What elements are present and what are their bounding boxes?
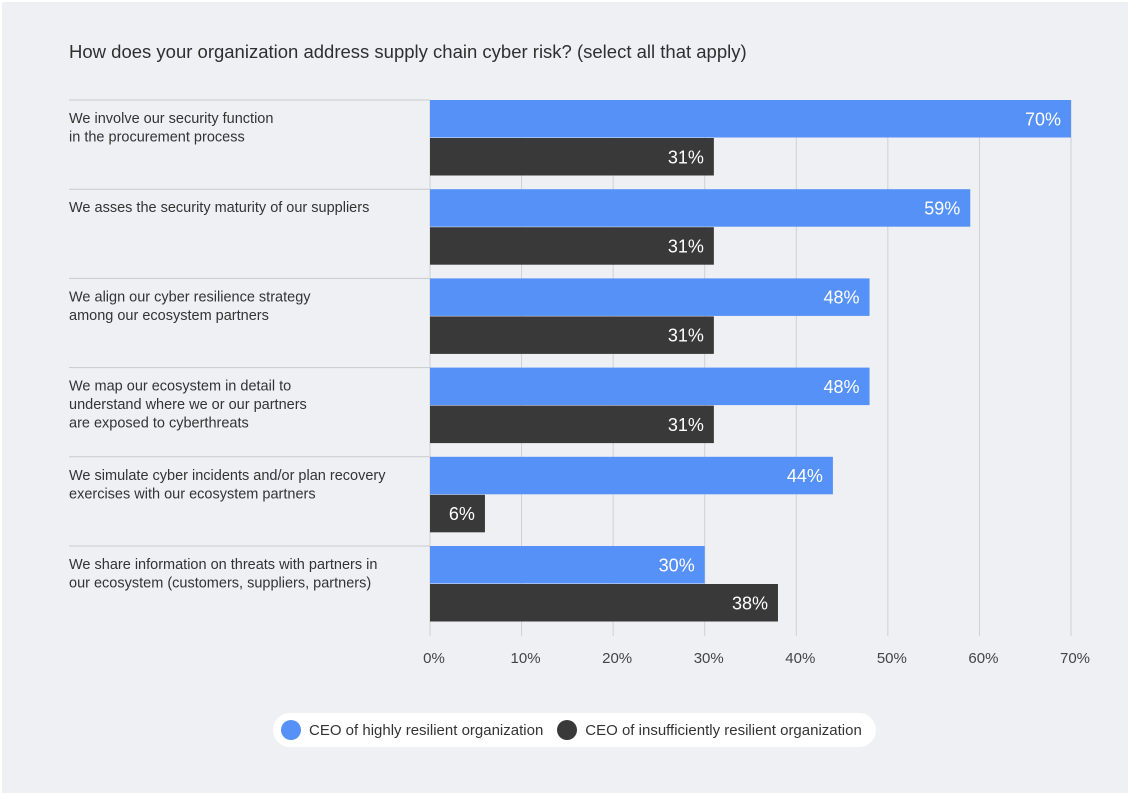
- category-label: We involve our security function in the p…: [69, 111, 273, 146]
- x-tick-label: 70%: [1060, 650, 1090, 667]
- data-label-insufficiently-resilient: 38%: [732, 593, 768, 613]
- legend-swatch-insufficiently-resilient: [557, 720, 578, 740]
- bar-highly-resilient: [430, 456, 833, 495]
- data-label-highly-resilient: 48%: [824, 288, 860, 308]
- category-label-line: understand where we or our partners: [69, 397, 307, 413]
- data-label-insufficiently-resilient: 31%: [668, 326, 704, 346]
- data-label-highly-resilient: 44%: [787, 466, 823, 486]
- x-tick-label: 10%: [511, 650, 541, 667]
- category-label-line: We involve our security function: [69, 111, 273, 127]
- category-label-line: among our ecosystem partners: [69, 308, 269, 324]
- data-label-highly-resilient: 70%: [1025, 109, 1061, 129]
- x-tick-label: 0%: [423, 650, 445, 667]
- legend-item-highly-resilient: CEO of highly resilient organization: [281, 720, 543, 740]
- chart-title: How does your organization address suppl…: [69, 41, 747, 62]
- data-label-highly-resilient: 59%: [924, 198, 960, 218]
- data-label-insufficiently-resilient: 31%: [668, 415, 704, 435]
- data-label-insufficiently-resilient: 6%: [449, 504, 475, 524]
- category-label-line: in the procurement process: [69, 130, 245, 146]
- bar-highly-resilient: [430, 100, 1071, 138]
- bar-highly-resilient: [430, 278, 870, 316]
- category-label: We align our cyber resilience strategy am…: [69, 289, 311, 324]
- category-label: We simulate cyber incidents and/or plan …: [69, 468, 386, 503]
- legend-label-insufficiently-resilient: CEO of insufficiently resilient organiza…: [585, 721, 862, 739]
- data-label-insufficiently-resilient: 31%: [668, 147, 704, 167]
- x-tick-label: 20%: [602, 650, 632, 667]
- x-tick-label: 50%: [877, 650, 907, 667]
- bar-chart: 0% 10% 20% 30% 40% 50% 60% 70% We involve our se…: [69, 99, 1090, 667]
- x-tick-label: 60%: [968, 650, 998, 667]
- category-label: We asses the security maturity of our su…: [69, 200, 369, 216]
- legend-swatch-highly-resilient: [281, 720, 301, 740]
- bar-insufficiently-resilient: [430, 494, 485, 533]
- category-label-line: are exposed to cyberthreats: [69, 416, 249, 432]
- category-label-line: We asses the security maturity of our su…: [69, 200, 369, 216]
- bar-insufficiently-resilient: [430, 227, 714, 265]
- data-label-highly-resilient: 48%: [824, 377, 860, 397]
- category-label-line: our ecosystem (customers, suppliers, par…: [69, 576, 371, 592]
- category-label-line: We share information on threats with par…: [69, 557, 377, 573]
- legend-label-highly-resilient: CEO of highly resilient organization: [309, 721, 544, 739]
- bar-highly-resilient: [430, 189, 971, 227]
- category-label-line: We align our cyber resilience strategy: [69, 289, 311, 305]
- category-label-line: We simulate cyber incidents and/or plan …: [69, 468, 386, 484]
- x-tick-label: 30%: [694, 650, 724, 667]
- category-label-line: We map our ecosystem in detail to: [69, 379, 291, 395]
- bar-insufficiently-resilient: [430, 584, 778, 622]
- category-label: We map our ecosystem in detail to underst…: [69, 379, 307, 432]
- bar-highly-resilient: [430, 546, 705, 584]
- bar-insufficiently-resilient: [430, 138, 714, 176]
- data-label-insufficiently-resilient: 31%: [668, 236, 704, 256]
- bar-highly-resilient: [430, 367, 870, 406]
- bar-insufficiently-resilient: [430, 316, 714, 354]
- data-label-highly-resilient: 30%: [659, 555, 695, 575]
- category-label: We share information on threats with par…: [69, 557, 377, 592]
- category-label-line: exercises with our ecosystem partners: [69, 486, 316, 502]
- x-tick-label: 40%: [785, 650, 815, 667]
- bar-insufficiently-resilient: [430, 405, 714, 444]
- legend: CEO of highly resilient organization CEO…: [273, 713, 876, 747]
- legend-item-insufficiently-resilient: CEO of insufficiently resilient organiza…: [557, 720, 862, 740]
